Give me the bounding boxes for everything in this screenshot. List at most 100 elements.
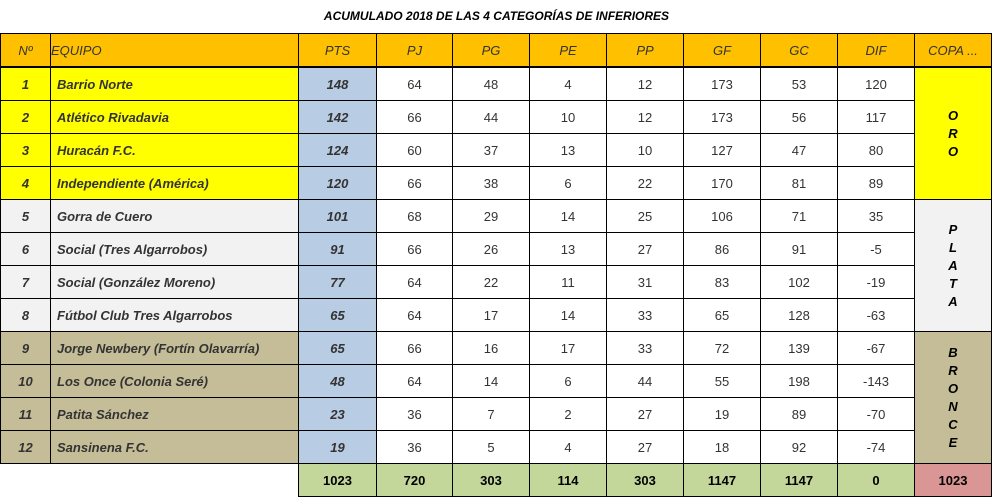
cell-gf: 83 [683,265,761,299]
totals-row: 1023 720 303 114 303 1147 1147 0 1023 [1,463,992,497]
header-gc[interactable]: GC [760,33,838,68]
cell-pts: 48 [298,364,377,398]
cell-pj: 64 [376,298,453,332]
cell-gc: 71 [760,199,838,233]
cell-team: Patita Sánchez [50,397,299,431]
cell-team: Los Once (Colonia Seré) [50,364,299,398]
cell-dif: 35 [837,199,915,233]
cell-no: 4 [0,166,51,200]
cell-no: 3 [0,133,51,167]
cell-team: Independiente (América) [50,166,299,200]
table-row: 2 Atlético Rivadavia 142 66 44 10 12 173 56 117 [0,100,992,134]
cell-pe: 13 [529,232,607,266]
table-row: 4 Independiente (América) 120 66 38 6 22 170 81 8… [0,166,992,200]
cell-team: Jorge Newbery (Fortín Olavarría) [50,331,299,365]
cell-team: Atlético Rivadavia [50,100,299,134]
cell-pg: 5 [452,430,530,464]
cell-dif: 89 [837,166,915,200]
cell-pg: 7 [452,397,530,431]
cell-dif: -143 [837,364,915,398]
total-gf: 1147 [683,463,761,497]
cell-team: Social (González Moreno) [50,265,299,299]
header-team[interactable]: EQUIPO [50,33,299,68]
cell-pts: 19 [298,430,377,464]
cell-pts: 91 [298,232,377,266]
cell-team: Gorra de Cuero [50,199,299,233]
cell-pts: 65 [298,331,377,365]
table-row: 5 Gorra de Cuero 101 68 29 14 25 106 71 35 PLATA [0,199,992,332]
header-copa[interactable]: COPA ... [914,33,992,68]
cell-pe: 17 [529,331,607,365]
cell-dif: -67 [837,331,915,365]
cell-pj: 36 [376,397,453,431]
cell-gf: 65 [683,298,761,332]
cell-no: 10 [0,364,51,398]
cell-pts: 23 [298,397,377,431]
header-pts[interactable]: PTS [298,33,377,68]
cell-team: Social (Tres Algarrobos) [50,232,299,266]
copa-plata: PLATA [914,199,992,332]
cell-pg: 26 [452,232,530,266]
header-no[interactable]: Nº [0,33,51,68]
cell-gf: 18 [683,430,761,464]
cell-gc: 128 [760,298,838,332]
cell-gc: 198 [760,364,838,398]
cell-pp: 27 [606,232,684,266]
cell-pe: 13 [529,133,607,167]
copa-label: ORO [948,107,959,159]
cell-pj: 36 [376,430,453,464]
cell-gf: 173 [683,100,761,134]
sheet-title: ACUMULADO 2018 DE LAS 4 CATEGORÍAS DE IN… [323,9,670,23]
cell-team: Fútbol Club Tres Algarrobos [50,298,299,332]
cell-pj: 66 [376,100,453,134]
cell-pp: 27 [606,397,684,431]
cell-pe: 6 [529,364,607,398]
header-gf[interactable]: GF [683,33,761,68]
cell-pts: 65 [298,298,377,332]
cell-no: 7 [0,265,51,299]
cell-no: 9 [0,331,51,365]
header-pe[interactable]: PE [529,33,607,68]
cell-pg: 14 [452,364,530,398]
cell-dif: -19 [837,265,915,299]
table-row: 3 Huracán F.C. 124 60 37 13 10 127 47 80 [0,133,992,167]
cell-pp: 33 [606,331,684,365]
header-pj[interactable]: PJ [376,33,453,68]
blank [51,464,299,497]
copa-bronce: BRONCE [914,331,992,464]
cell-gc: 92 [760,430,838,464]
total-pe: 114 [529,463,607,497]
table-row: 1 Barrio Norte 148 64 48 4 12 173 53 120 ORO [0,66,992,200]
table-row: 12 Sansinena F.C. 19 36 5 4 27 18 92 -74 [0,430,992,464]
header-pg[interactable]: PG [452,33,530,68]
cell-no: 5 [0,199,51,233]
cell-pj: 68 [376,199,453,233]
cell-pj: 66 [376,166,453,200]
cell-gf: 72 [683,331,761,365]
cell-gc: 53 [760,66,838,101]
cell-gf: 86 [683,232,761,266]
cell-no: 8 [0,298,51,332]
cell-pts: 124 [298,133,377,167]
cell-gc: 139 [760,331,838,365]
cell-pp: 10 [606,133,684,167]
cell-pj: 66 [376,232,453,266]
table-row: 11 Patita Sánchez 23 36 7 2 27 19 89 -70 [0,397,992,431]
cell-pe: 6 [529,166,607,200]
cell-pg: 22 [452,265,530,299]
cell-pj: 66 [376,331,453,365]
cell-dif: -63 [837,298,915,332]
header-pp[interactable]: PP [606,33,684,68]
cell-no: 2 [0,100,51,134]
cell-pp: 44 [606,364,684,398]
copa-label: BRONCE [948,344,959,450]
cell-pe: 2 [529,397,607,431]
cell-no: 1 [0,66,51,101]
cell-pe: 14 [529,298,607,332]
cell-gf: 170 [683,166,761,200]
total-gc: 1147 [760,463,838,497]
cell-pe: 14 [529,199,607,233]
cell-pp: 12 [606,100,684,134]
copa-label: PLATA [948,221,958,309]
header-dif[interactable]: DIF [837,33,915,68]
